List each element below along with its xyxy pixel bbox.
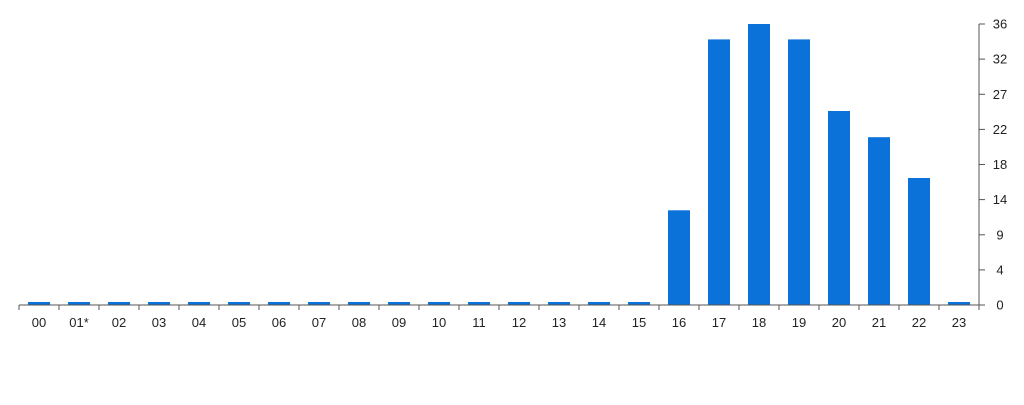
bar-14 [588,302,610,305]
bar-17 [708,39,730,306]
x-tick-label: 09 [392,315,406,330]
y-tick-label: 27 [993,87,1007,102]
bar-20 [828,111,850,305]
x-tick-label: 10 [432,315,446,330]
y-tick-label: 32 [993,52,1007,67]
bar-10 [428,302,450,305]
x-tick-label: 17 [712,315,726,330]
bar-00 [28,302,50,305]
bars-group [28,24,970,306]
x-tick-label: 19 [792,315,806,330]
x-tick-label: 13 [552,315,566,330]
x-tick-label: 23 [952,315,966,330]
bar-08 [348,302,370,305]
y-tick-label: 0 [996,298,1003,313]
bar-23 [948,302,970,305]
bar-05 [228,302,250,305]
x-tick-label: 03 [152,315,166,330]
y-tick-label: 18 [993,157,1007,172]
y-axis-ticks: 0 4 9 14 18 22 27 32 36 [979,17,1007,313]
y-tick-label: 4 [996,262,1003,277]
bar-15 [628,302,650,305]
x-tick-label: 08 [352,315,366,330]
x-tick-label: 05 [232,315,246,330]
x-tick-label: 01* [69,315,89,330]
x-tick-label: 02 [112,315,126,330]
x-tick-label: 18 [752,315,766,330]
x-tick-label: 11 [472,315,486,330]
bar-02 [108,302,130,305]
x-tick-label: 21 [872,315,886,330]
bar-19 [788,39,810,306]
bar-09 [388,302,410,305]
x-tick-label: 04 [192,315,206,330]
bar-06 [268,302,290,305]
bar-12 [508,302,530,305]
x-tick-label: 00 [32,315,46,330]
x-tick-label: 07 [312,315,326,330]
y-tick-label: 9 [996,227,1003,242]
bar-04 [188,302,210,305]
bar-07 [308,302,330,305]
x-tick-label: 14 [592,315,606,330]
bar-01star [68,302,90,305]
bar-03 [148,302,170,305]
x-tick-label: 20 [832,315,846,330]
y-tick-label: 22 [993,122,1007,137]
x-axis-ticks: 00 01* 02 03 04 05 06 07 08 09 10 11 12 13 14 15 16 17 18 1… [18,305,980,330]
bar-16 [668,210,690,305]
bar-21 [868,137,890,305]
x-tick-label: 12 [512,315,526,330]
bar-13 [548,302,570,305]
x-tick-label: 15 [632,315,646,330]
bar-11 [468,302,490,305]
bar-22 [908,178,930,305]
y-tick-label: 36 [993,17,1007,32]
x-tick-label: 06 [272,315,286,330]
x-tick-label: 16 [672,315,686,330]
bar-18 [748,24,770,305]
x-tick-label: 22 [912,315,926,330]
y-tick-label: 14 [993,192,1007,207]
